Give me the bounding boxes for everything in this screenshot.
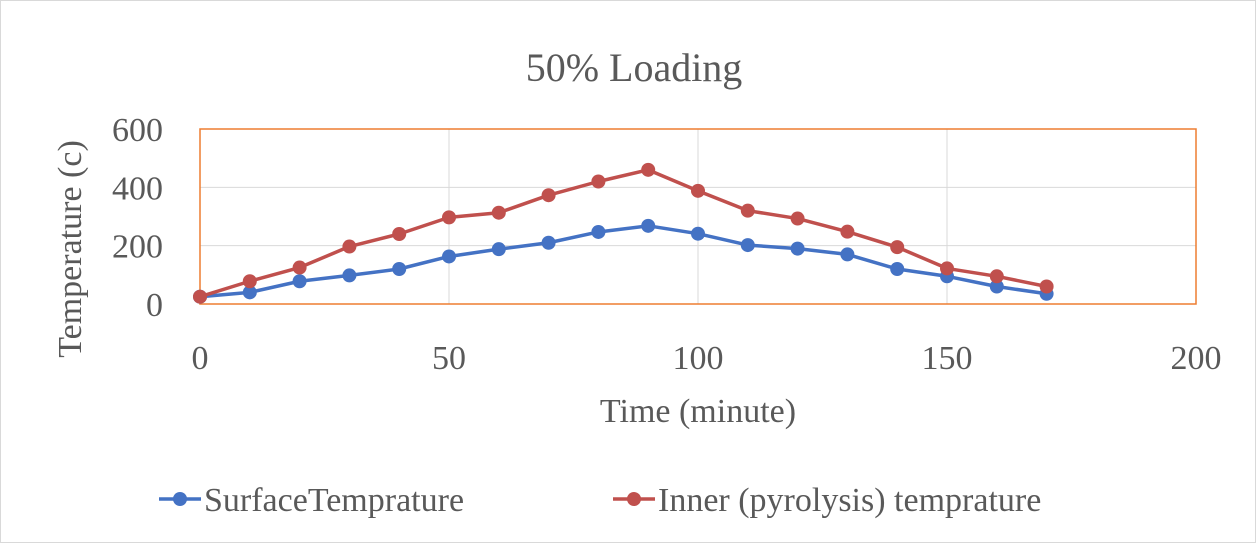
- series-line: [199, 224, 1047, 299]
- data-point: [591, 224, 606, 239]
- legend-item: Inner (pyrolysis) temprature: [613, 482, 1041, 519]
- data-point: [392, 227, 407, 241]
- legend-label: Inner (pyrolysis) temprature: [658, 482, 1041, 519]
- legend-marker: [627, 492, 641, 506]
- series-1: [193, 218, 1054, 304]
- series-2: [193, 162, 1054, 304]
- x-axis-ticks: 0 50 100 150 200: [192, 340, 1222, 377]
- data-point: [790, 211, 805, 226]
- data-point: [292, 260, 307, 275]
- legend: SurfaceTemprature Inner (pyrolysis) tempr…: [159, 482, 1041, 519]
- data-point: [940, 261, 954, 276]
- x-tick-label: 150: [922, 340, 973, 377]
- data-point: [442, 210, 456, 225]
- data-point: [740, 203, 755, 218]
- data-point: [691, 226, 705, 241]
- legend-marker: [173, 492, 187, 506]
- chart-title: 50% Loading: [526, 45, 743, 90]
- data-point: [541, 235, 556, 250]
- gridlines: [200, 129, 1196, 304]
- series-line: [199, 168, 1047, 299]
- data-point: [292, 274, 307, 289]
- data-point: [641, 162, 656, 177]
- x-tick-label: 100: [673, 340, 724, 377]
- data-point: [840, 224, 855, 239]
- x-axis-label: Time (minute): [600, 393, 796, 430]
- data-point: [491, 205, 506, 220]
- data-point: [790, 241, 805, 256]
- data-point: [193, 289, 207, 304]
- data-point: [541, 188, 556, 203]
- y-axis-ticks: 0 200 400 600: [112, 112, 163, 324]
- data-point: [890, 262, 905, 276]
- data-point: [242, 274, 257, 289]
- data-point: [342, 239, 357, 254]
- data-point: [691, 183, 705, 198]
- data-point: [491, 242, 506, 257]
- x-tick-label: 0: [192, 340, 209, 377]
- data-point: [641, 218, 656, 233]
- legend-item: SurfaceTemprature: [159, 482, 464, 519]
- data-point: [442, 249, 456, 264]
- y-axis-label: Temperature (c): [52, 140, 89, 358]
- data-point: [242, 285, 257, 300]
- data-point: [840, 247, 855, 262]
- y-tick-label: 0: [146, 287, 163, 324]
- data-point: [740, 238, 755, 253]
- x-tick-label: 200: [1171, 340, 1222, 377]
- y-tick-label: 400: [112, 170, 163, 207]
- data-point: [1039, 279, 1054, 294]
- data-point: [342, 268, 357, 283]
- data-point: [392, 262, 407, 276]
- y-tick-label: 200: [112, 229, 163, 266]
- y-tick-label: 600: [112, 112, 163, 149]
- x-tick-label: 50: [432, 340, 466, 377]
- data-point: [989, 279, 1004, 294]
- data-point: [989, 269, 1004, 284]
- data-point: [591, 174, 606, 189]
- data-point: [890, 240, 905, 255]
- legend-label: SurfaceTemprature: [204, 482, 464, 519]
- series-layer: [193, 162, 1054, 304]
- plot-area-border: [199, 128, 1197, 305]
